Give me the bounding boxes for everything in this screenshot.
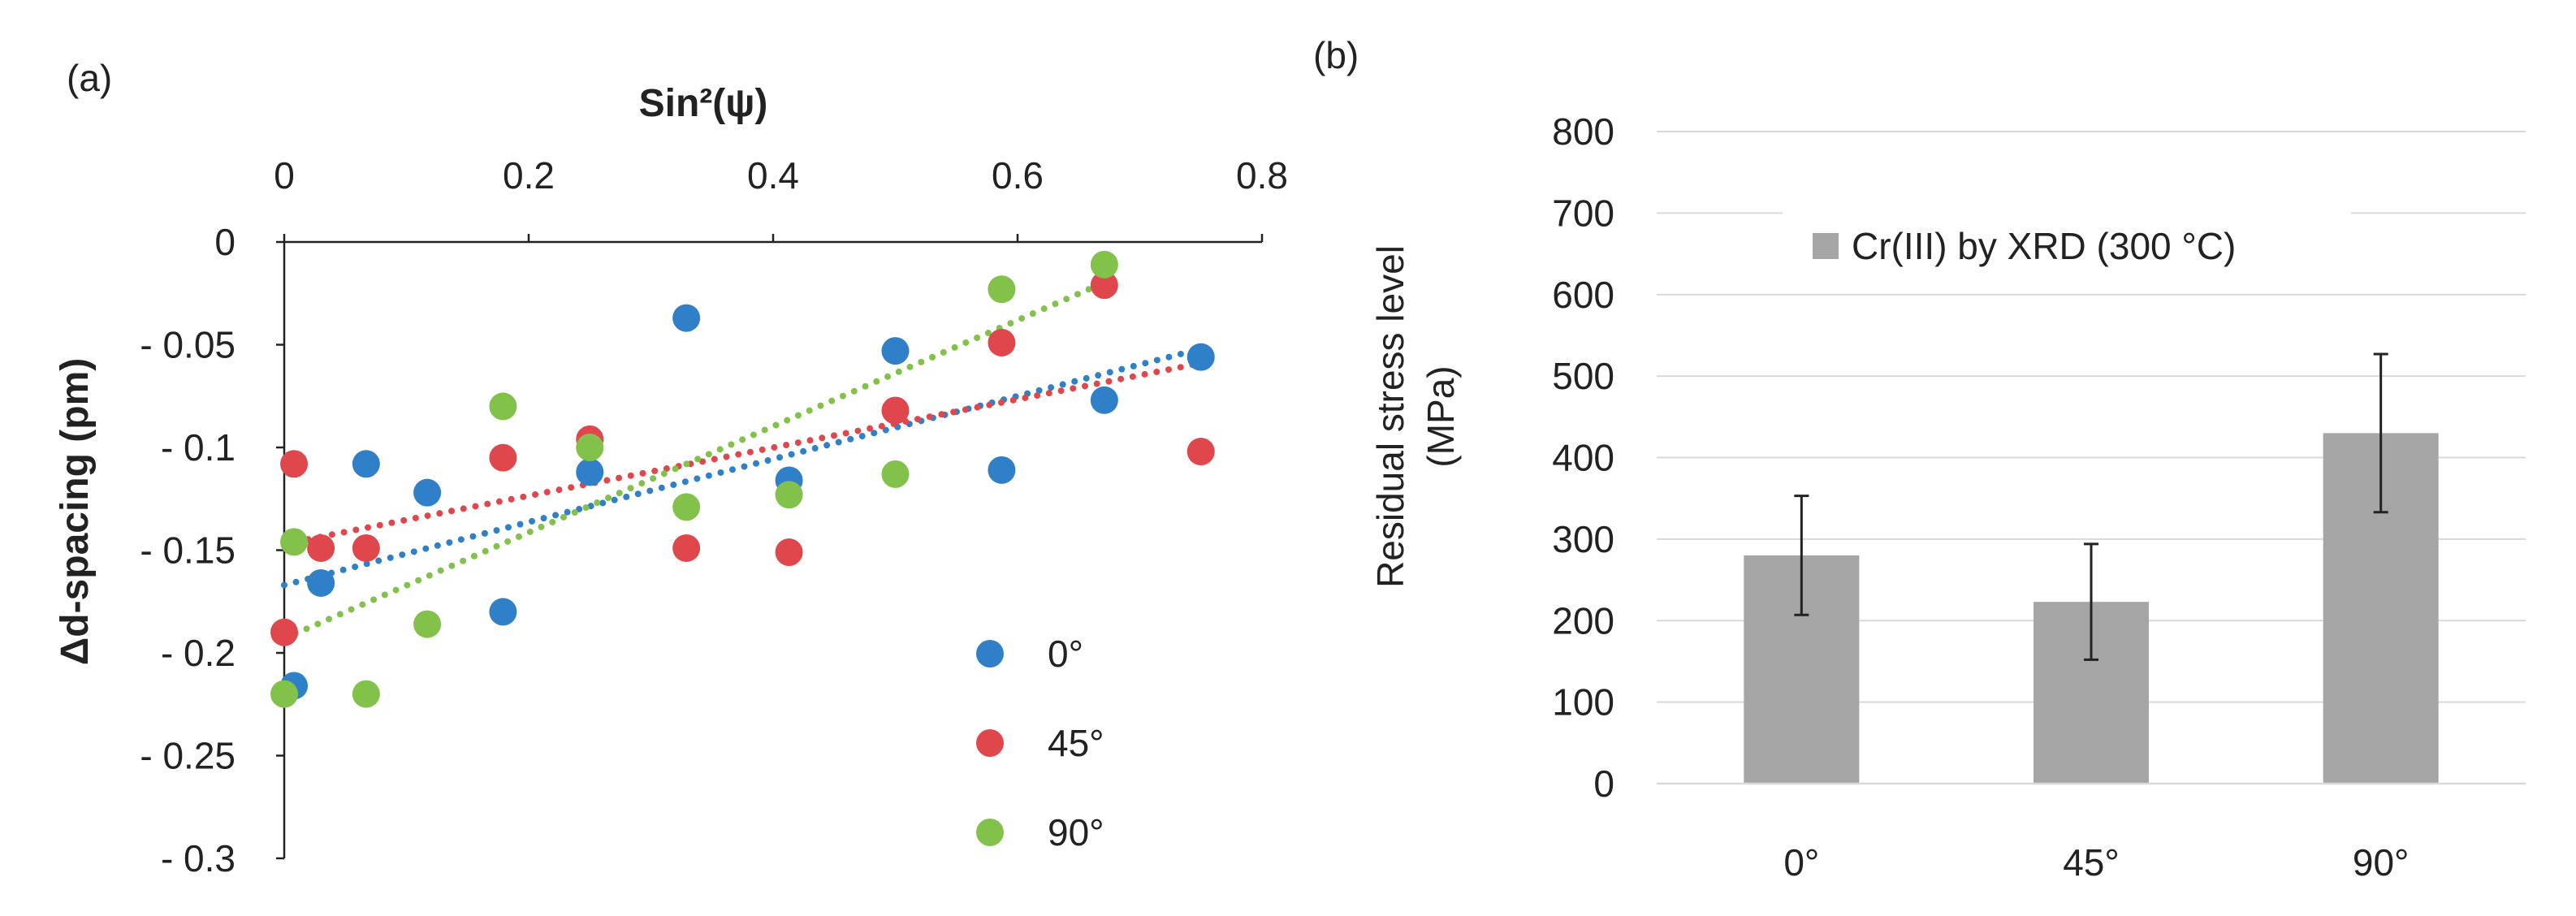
y-tick-label: 700 [1552, 192, 1614, 234]
panel-label-a: (a) [67, 57, 112, 99]
y-tick-label: 500 [1552, 355, 1614, 397]
data-point [489, 392, 517, 421]
legend-label: 90° [1048, 811, 1104, 853]
legend-background [1783, 211, 2351, 292]
data-point [775, 481, 803, 509]
y-tick-label: 100 [1552, 681, 1614, 724]
data-point [270, 618, 298, 646]
x-axis-title: Sin²(ψ) [639, 82, 768, 125]
data-point [352, 680, 380, 708]
data-point [988, 456, 1016, 484]
data-point [881, 337, 910, 365]
x-tick-label: 90° [2353, 841, 2410, 884]
legend-label: 45° [1048, 722, 1104, 764]
x-tick-label: 0.6 [992, 154, 1044, 197]
trendline [281, 360, 1204, 547]
legend-marker [976, 729, 1004, 757]
y-tick-label: - 0.3 [161, 837, 236, 879]
x-tick-label: 0 [274, 154, 295, 197]
data-point [1186, 438, 1215, 466]
data-point [1090, 386, 1118, 414]
data-point [413, 610, 442, 638]
x-tick-label: 0.2 [503, 154, 555, 197]
data-point [672, 534, 701, 562]
data-point [1090, 250, 1118, 279]
y-tick-label: 800 [1552, 110, 1614, 153]
data-point [1090, 271, 1118, 300]
y-tick-label: - 0.25 [140, 735, 236, 777]
y-tick-label: 600 [1552, 274, 1614, 316]
y-tick-label: 300 [1552, 518, 1614, 560]
scatter-legend: 0° 45° 90° [976, 633, 1104, 853]
data-point [413, 478, 442, 507]
data-point [489, 443, 517, 472]
y-axis-title: Δd-spacing (pm) [54, 358, 97, 666]
x-tick-label: 45° [2063, 841, 2120, 884]
x-tick-label: 0.4 [747, 154, 799, 197]
data-point [489, 598, 517, 626]
data-point [576, 434, 604, 461]
trend-lines [281, 279, 1204, 642]
data-point [775, 538, 803, 567]
data-point [672, 304, 701, 332]
data-point [352, 450, 380, 478]
data-point [280, 450, 309, 478]
y-tick-label: - 0.15 [140, 529, 236, 572]
data-point [576, 458, 604, 486]
data-point [1186, 343, 1215, 371]
legend-label: Cr(III) by XRD (300 °C) [1852, 225, 2236, 267]
data-point [881, 460, 910, 488]
bar-legend: Cr(III) by XRD (300 °C) [1783, 211, 2351, 292]
y-tick-label: 0 [214, 221, 236, 263]
legend-swatch [1813, 233, 1839, 259]
y-tick-label: - 0.05 [140, 324, 236, 366]
data-point [881, 396, 910, 425]
y-tick-label: 400 [1552, 437, 1614, 479]
scatter-points [270, 250, 1215, 708]
x-tick-label: 0° [1783, 841, 1819, 884]
bar-axes: 0 100 200 300 400 500 600 700 800 0° 45° 90° [1552, 110, 2526, 884]
data-point [988, 275, 1016, 304]
scatter-panel: (a) Sin²(ψ) Δd-spacing (pm) 0 0.2 0.4 0.6 0.… [54, 57, 1288, 879]
y-tick-label: - 0.1 [161, 426, 236, 469]
data-point [352, 534, 380, 562]
y-axis-title-line-1: Residual stress level [1369, 245, 1411, 588]
y-tick-label: - 0.2 [161, 632, 236, 674]
trendline [281, 279, 1107, 642]
legend-marker [976, 640, 1004, 668]
scatter-axes: 0 0.2 0.4 0.6 0.8 0 - 0.05 - 0.1 - 0.15 - 0.2 - 0.… [140, 154, 1288, 879]
x-tick-label: 0.8 [1236, 154, 1288, 197]
data-point [307, 568, 335, 597]
bar-panel: (b) Residual stress level (MPa) 0 100 200 3… [1313, 34, 2526, 884]
trendline [281, 345, 1204, 589]
data-point [988, 328, 1016, 356]
legend-label: 0° [1048, 633, 1083, 675]
bars [1744, 352, 2439, 784]
y-axis-title-line-2: (MPa) [1420, 365, 1462, 467]
legend-marker [976, 819, 1004, 846]
panel-label-b: (b) [1313, 34, 1359, 76]
data-point [280, 528, 309, 556]
y-tick-label: 0 [1593, 763, 1614, 805]
y-tick-label: 200 [1552, 599, 1614, 642]
data-point [672, 493, 701, 521]
data-point [307, 534, 335, 562]
data-point [270, 680, 298, 708]
